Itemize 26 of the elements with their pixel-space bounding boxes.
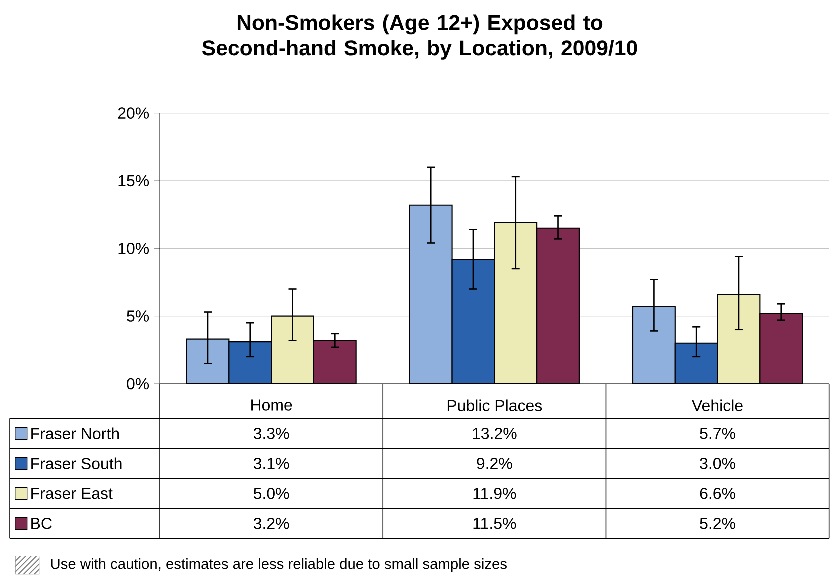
- legend-label: Fraser East: [32, 488, 113, 500]
- chart-title: Non-Smokers (Age 12+) Exposed to Second-hand Smoke, by Location, 2009/10: [202, 14, 638, 60]
- data-label: 5.7%: [700, 428, 736, 440]
- x-tick-label: Home: [252, 400, 292, 411]
- data-label: 5.0%: [254, 488, 290, 500]
- y-tick-label: 0%: [127, 378, 150, 390]
- y-tick-label: 20%: [118, 108, 150, 119]
- y-tick-label: 10%: [118, 242, 150, 254]
- data-label: 3.0%: [700, 458, 736, 470]
- data-label: 6.6%: [700, 488, 736, 500]
- x-tick-label: Vehicle: [692, 400, 743, 412]
- y-tick-label: 15%: [118, 175, 150, 187]
- data-label: 5.2%: [700, 518, 736, 530]
- data-label: 11.5%: [474, 518, 516, 530]
- data-label: 3.2%: [254, 518, 290, 530]
- data-label: 3.3%: [254, 428, 290, 440]
- legend-label: BC: [32, 518, 52, 530]
- data-label: 13.2%: [473, 428, 517, 440]
- data-label: 11.9%: [474, 488, 516, 500]
- y-tick-label: 5%: [127, 310, 150, 322]
- data-label: 9.2%: [477, 458, 512, 470]
- x-tick-label: Public Places: [448, 400, 542, 412]
- legend-label: Fraser South: [32, 458, 122, 470]
- data-label: 3.1%: [254, 458, 290, 470]
- legend-label: Fraser North: [32, 428, 120, 440]
- text: Use with caution, estimates are less reliable due to small sample sizes: [51, 558, 507, 572]
